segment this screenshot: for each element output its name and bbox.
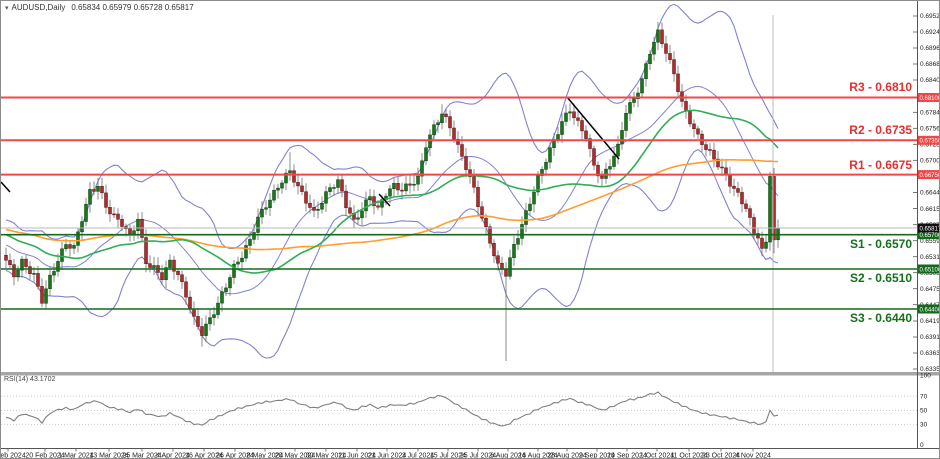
current-price-tag [918,223,939,233]
svg-text:0.68100: 0.68100 [920,96,940,102]
svg-text:0.69245: 0.69245 [920,29,940,36]
level-label-s2: S2 - 0.6510 [849,270,912,285]
svg-text:0: 0 [920,442,924,449]
svg-text:0.65100: 0.65100 [920,267,940,273]
svg-text:30 May 2024: 30 May 2024 [306,453,347,459]
support-price-tag [918,304,939,314]
svg-text:20 May 2024: 20 May 2024 [275,453,316,459]
bollinger-bands [5,3,779,359]
level-label-r2: R2 - 0.6735 [849,123,912,138]
svg-text:11 Oct 2024: 11 Oct 2024 [670,453,708,459]
level-label-s3: S3 - 0.6440 [849,310,912,325]
svg-text:0.65700: 0.65700 [920,233,940,239]
resistance-price-tag [918,93,939,102]
pane-frame [1,1,939,449]
support-price-tag [918,264,939,274]
level-label-r1: R1 - 0.6675 [849,157,912,172]
resistance-price-tag [918,135,939,145]
svg-text:0.64755: 0.64755 [920,286,940,293]
chart-title: ▾ AUDUSD,Daily 0.65834 0.65979 0.65728 0.6… [5,3,194,12]
svg-text:0.64400: 0.64400 [920,307,940,313]
svg-text:1 Oct 2024: 1 Oct 2024 [640,453,674,459]
svg-text:6 Aug 2024: 6 Aug 2024 [490,453,526,459]
svg-text:4 Nov 2024: 4 Nov 2024 [735,453,771,459]
svg-text:0.68405: 0.68405 [920,77,940,84]
svg-text:0.66750: 0.66750 [920,173,940,179]
trendline-annotations[interactable] [1,15,774,372]
svg-text:30: 30 [920,422,928,429]
svg-text:20 Feb 2024: 20 Feb 2024 [25,453,64,459]
support-resistance-lines[interactable] [1,96,917,310]
level-label-r3: R3 - 0.6810 [849,80,912,95]
svg-text:16 Aug 2024: 16 Aug 2024 [518,453,557,459]
svg-text:8 May 2024: 8 May 2024 [247,453,284,459]
svg-text:0.65595: 0.65595 [920,238,940,245]
svg-text:9 Sep 2024: 9 Sep 2024 [579,453,615,459]
svg-text:70: 70 [920,394,928,401]
svg-text:0.65817: 0.65817 [920,226,940,232]
svg-text:1 Mar 2024: 1 Mar 2024 [58,453,94,459]
svg-text:0.68685: 0.68685 [920,61,940,68]
svg-text:3 Jul 2024: 3 Jul 2024 [402,453,434,459]
svg-text:15 Jul 2024: 15 Jul 2024 [430,453,466,459]
svg-text:19 Sep 2024: 19 Sep 2024 [607,453,647,459]
resistance-price-tag [918,170,939,180]
support-price-tag [918,230,939,240]
svg-text:0.66155: 0.66155 [920,206,940,213]
svg-text:0.67350: 0.67350 [920,139,940,145]
chart-symbol-caret-icon: ▾ [5,5,9,12]
candlesticks [4,22,780,361]
svg-text:16 Apr 2024: 16 Apr 2024 [185,453,223,459]
svg-text:13 Mar 2024: 13 Mar 2024 [89,453,128,459]
svg-text:28 Aug 2024: 28 Aug 2024 [547,453,586,459]
chart-ohlc-values: 0.65834 0.65979 0.65728 0.65817 [71,3,194,12]
svg-text:50: 50 [920,408,928,415]
svg-text:0.69525: 0.69525 [920,13,940,20]
svg-text:4 Apr 2024: 4 Apr 2024 [156,453,190,459]
svg-text:21 Jun 2024: 21 Jun 2024 [368,453,407,459]
svg-text:100: 100 [920,372,931,379]
price-axis[interactable]: 0.69525 0.69245 0.68965 0.68685 0.68405 0.678… [913,13,940,373]
rsi-indicator-label: RSI(14) 43.1702 [4,376,56,383]
svg-text:25 Jul 2024: 25 Jul 2024 [460,453,496,459]
chart-symbol-period: AUDUSD,Daily [11,3,66,12]
svg-text:0.68965: 0.68965 [920,45,940,52]
svg-text:8 Feb 2024: 8 Feb 2024 [1,453,26,459]
level-label-s1: S1 - 0.6570 [849,236,912,251]
svg-text:25 Mar 2024: 25 Mar 2024 [122,453,161,459]
svg-text:26 Apr 2024: 26 Apr 2024 [216,453,254,459]
svg-text:0.65315: 0.65315 [920,254,940,261]
svg-text:11 Jun 2024: 11 Jun 2024 [338,453,376,459]
rsi-pane[interactable]: 100 70 50 30 0 [1,372,931,449]
rsi-line [5,391,779,427]
svg-text:23 Oct 2024: 23 Oct 2024 [702,453,740,459]
